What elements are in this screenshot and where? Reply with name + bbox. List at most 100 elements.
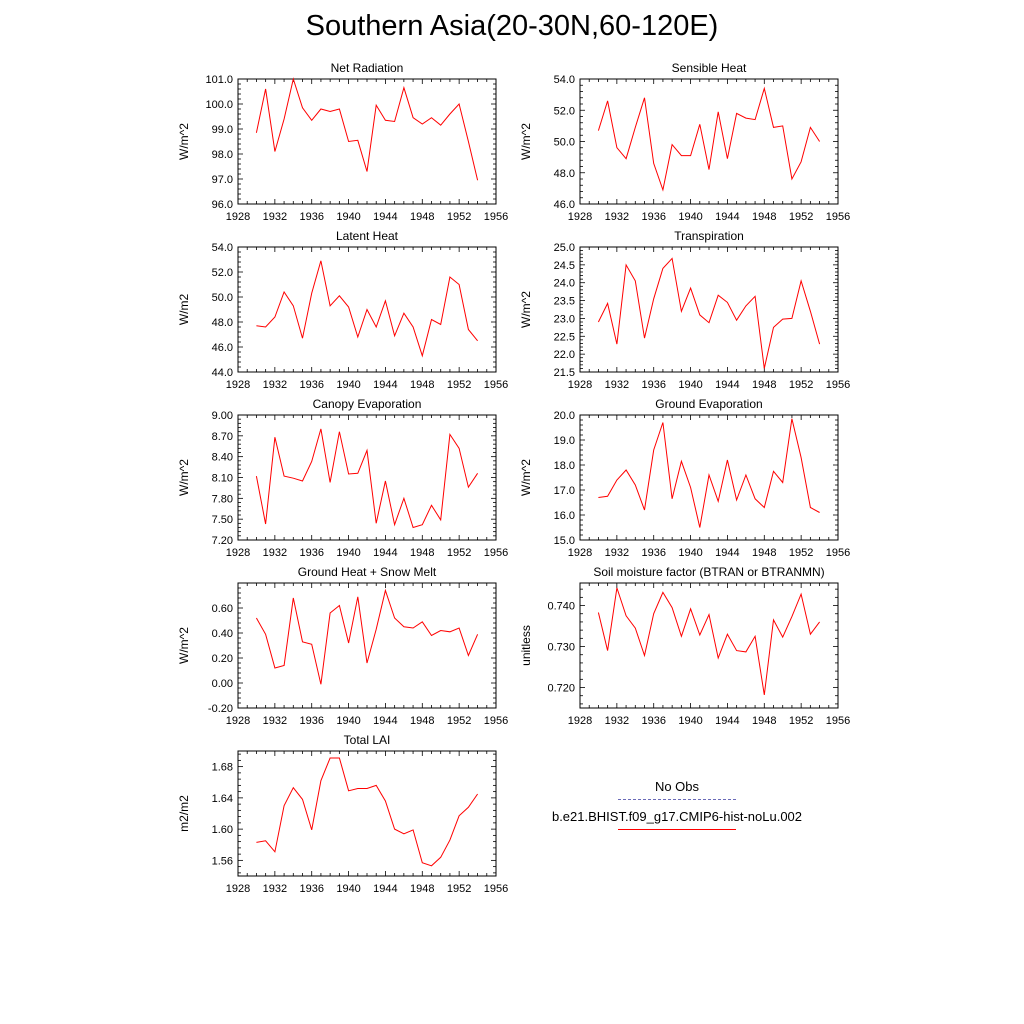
- y-tick-label: 8.70: [212, 431, 233, 443]
- y-tick-label: 7.80: [212, 493, 233, 505]
- x-tick-label: 1928: [226, 547, 250, 559]
- panel-title: Transpiration: [674, 229, 744, 243]
- x-tick-label: 1940: [678, 379, 702, 391]
- x-tick-label: 1956: [484, 547, 508, 559]
- y-tick-label: -0.20: [208, 703, 233, 715]
- x-tick-label: 1940: [336, 547, 360, 559]
- y-tick-label: 52.0: [212, 267, 233, 279]
- legend-label-model: b.e21.BHIST.f09_g17.CMIP6-hist-noLu.002: [551, 809, 803, 824]
- x-tick-label: 1928: [226, 883, 250, 895]
- x-tick-label: 1940: [336, 379, 360, 391]
- x-tick-label: 1940: [336, 883, 360, 895]
- x-tick-label: 1952: [447, 883, 471, 895]
- plot-frame: [579, 582, 839, 709]
- x-tick-label: 1944: [715, 379, 739, 391]
- x-tick-label: 1936: [641, 715, 665, 727]
- legend-label-obs: No Obs: [654, 779, 700, 794]
- y-tick-label: 16.0: [554, 510, 575, 522]
- y-tick-label: 0.720: [547, 683, 575, 695]
- y-axis-label: W/m^2: [519, 123, 533, 160]
- y-axis-label: W/m^2: [177, 123, 191, 160]
- x-tick-label: 1944: [373, 715, 397, 727]
- y-tick-label: 25.0: [554, 242, 575, 254]
- x-tick-label: 1940: [678, 547, 702, 559]
- y-axis-label: unitless: [519, 625, 533, 666]
- y-tick-label: 52.0: [554, 105, 575, 117]
- y-tick-label: 1.60: [212, 824, 233, 836]
- x-tick-label: 1952: [789, 379, 813, 391]
- x-tick-label: 1956: [826, 211, 850, 223]
- y-tick-label: 15.0: [554, 535, 575, 547]
- y-tick-label: 23.5: [554, 296, 575, 308]
- panel-total-lai: Total LAI 1928 1932 1936 1940 1944 1948 1952 195…: [177, 733, 508, 895]
- series-line: [256, 260, 478, 358]
- plot-frame: [237, 414, 497, 541]
- y-tick-label: 54.0: [554, 74, 575, 86]
- panel-title: Total LAI: [344, 733, 391, 747]
- y-tick-label: 96.0: [212, 199, 233, 211]
- x-tick-label: 1936: [641, 379, 665, 391]
- x-tick-label: 1944: [373, 883, 397, 895]
- y-axis-label: W/m^2: [519, 459, 533, 496]
- y-tick-label: 23.0: [554, 313, 575, 325]
- panel-title: Net Radiation: [331, 61, 404, 75]
- x-tick-label: 1928: [226, 379, 250, 391]
- x-tick-label: 1928: [568, 715, 592, 727]
- y-tick-label: 0.60: [212, 603, 233, 615]
- panel-transpiration: Transpiration 1928 1932 1936 1940 1944 1948 195…: [519, 229, 850, 391]
- x-tick-label: 1928: [226, 211, 250, 223]
- series-line: [255, 77, 479, 181]
- x-tick-label: 1952: [447, 547, 471, 559]
- series-line: [256, 757, 479, 867]
- x-tick-label: 1948: [410, 379, 434, 391]
- x-tick-label: 1944: [715, 211, 739, 223]
- y-tick-label: 1.64: [212, 793, 233, 805]
- y-axis-label: W/m^2: [519, 291, 533, 328]
- y-axis-label: m2/m2: [177, 795, 191, 832]
- x-tick-label: 1952: [789, 211, 813, 223]
- panel-title: Ground Heat + Snow Melt: [298, 565, 437, 579]
- y-tick-label: 24.5: [554, 260, 575, 272]
- y-tick-label: 0.20: [212, 653, 233, 665]
- x-tick-label: 1956: [484, 715, 508, 727]
- series-line: [597, 86, 821, 192]
- x-tick-label: 1932: [605, 547, 629, 559]
- x-tick-label: 1932: [263, 547, 287, 559]
- plot-frame: [237, 750, 497, 877]
- x-tick-label: 1932: [605, 379, 629, 391]
- plot-frame: [237, 582, 497, 709]
- y-tick-label: 98.0: [212, 149, 233, 161]
- panel-title: Ground Evaporation: [655, 397, 762, 411]
- x-tick-label: 1940: [678, 715, 702, 727]
- x-tick-label: 1956: [826, 715, 850, 727]
- x-tick-label: 1956: [826, 547, 850, 559]
- x-tick-label: 1928: [568, 211, 592, 223]
- x-tick-label: 1936: [299, 211, 323, 223]
- panel-soil-moisture-factor-btran-or-btranmn: Soil moisture factor (BTRAN or BTRANMN) 1…: [519, 565, 850, 727]
- x-tick-label: 1948: [410, 547, 434, 559]
- series-line: [597, 587, 821, 695]
- x-tick-label: 1948: [752, 211, 776, 223]
- x-tick-label: 1948: [410, 883, 434, 895]
- series-line: [255, 428, 479, 529]
- panel-title: Canopy Evaporation: [313, 397, 422, 411]
- plot-frame: [579, 246, 839, 373]
- panel-canopy-evaporation: Canopy Evaporation 1928 1932 1936 1940 1944 19…: [177, 397, 508, 559]
- y-tick-label: 101.0: [205, 74, 233, 86]
- y-tick-label: 22.0: [554, 349, 575, 361]
- plot-frame: [579, 78, 839, 205]
- y-tick-label: 0.740: [547, 601, 575, 613]
- y-tick-label: 9.00: [212, 410, 233, 422]
- x-tick-label: 1932: [263, 883, 287, 895]
- legend-line-obs: [618, 799, 736, 800]
- y-tick-label: 18.0: [554, 460, 575, 472]
- y-tick-label: 17.0: [554, 485, 575, 497]
- x-tick-label: 1932: [605, 715, 629, 727]
- legend-line-model: [618, 829, 736, 830]
- x-tick-label: 1944: [715, 715, 739, 727]
- x-tick-label: 1936: [641, 547, 665, 559]
- y-tick-label: 46.0: [212, 342, 233, 354]
- x-tick-label: 1936: [299, 379, 323, 391]
- x-tick-label: 1936: [299, 883, 323, 895]
- x-tick-label: 1940: [336, 715, 360, 727]
